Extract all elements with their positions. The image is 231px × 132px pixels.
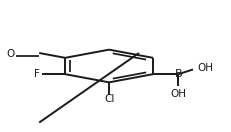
Text: Cl: Cl (103, 94, 114, 104)
Text: O: O (6, 49, 14, 59)
Text: B: B (174, 69, 182, 79)
Text: OH: OH (170, 89, 185, 99)
Text: OH: OH (197, 63, 213, 73)
Text: F: F (34, 69, 40, 79)
